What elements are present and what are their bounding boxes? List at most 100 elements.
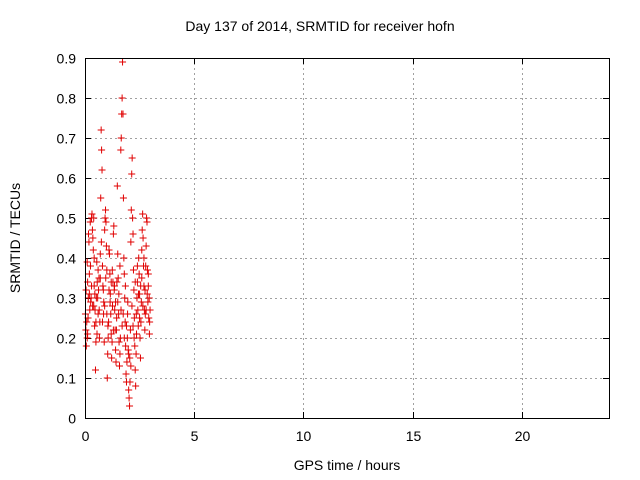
data-point [117,146,125,154]
data-point [119,194,127,202]
data-point [82,286,90,294]
data-point [107,330,115,338]
data-point [100,310,108,318]
data-point [102,206,110,214]
data-point [127,206,135,214]
data-point [138,226,146,234]
data-point [101,302,109,310]
data-point [124,298,132,306]
data-point [112,298,120,306]
y-tick-label: 0.2 [57,331,77,347]
data-point [134,290,142,298]
data-point [97,194,105,202]
data-point [98,262,106,270]
data-point [96,274,104,282]
data-point [112,346,120,354]
data-point [144,282,152,290]
data-point [117,306,125,314]
data-point [136,314,144,322]
data-point [124,310,132,318]
data-point [133,262,141,270]
data-point [90,254,98,262]
data-point [139,234,147,242]
data-point [137,298,145,306]
data-point [101,214,109,222]
data-point [141,326,149,334]
data-point [113,314,121,322]
data-point [141,310,149,318]
data-point [97,126,105,134]
data-point [136,334,144,342]
data-point [139,210,147,218]
data-point [98,166,106,174]
y-tick-label: 0.7 [57,131,77,147]
data-point [89,246,97,254]
data-point [105,286,113,294]
data-point [93,258,101,266]
data-point [119,110,127,118]
x-tick-label: 10 [296,428,312,444]
data-point [122,370,130,378]
y-tick-label: 0.1 [57,371,77,387]
data-point [90,302,98,310]
data-point [101,226,109,234]
y-tick-label: 0.9 [57,51,77,67]
data-point [115,290,123,298]
data-point [105,250,113,258]
data-point [90,214,98,222]
data-point [121,318,129,326]
data-point [121,294,129,302]
data-point [128,154,136,162]
data-point [126,402,134,410]
data-point [120,270,128,278]
data-point [132,382,140,390]
data-point [128,170,136,178]
data-point [104,334,112,342]
data-point [95,306,103,314]
data-point [89,234,97,242]
data-point [141,286,149,294]
y-tick-label: 0.4 [57,251,77,267]
data-point [136,354,144,362]
data-point [126,378,134,386]
chart-title: Day 137 of 2014, SRMTID for receiver hof… [185,18,455,34]
data-point [126,326,134,334]
data-point [116,262,124,270]
data-point [118,94,126,102]
data-point [105,318,113,326]
data-point [92,338,100,346]
x-tick-label: 15 [406,428,422,444]
data-point [91,366,99,374]
data-point [119,58,127,66]
data-point [131,278,139,286]
data-point [103,266,111,274]
data-point [126,354,134,362]
data-point [143,290,151,298]
data-point [86,218,94,226]
data-point [82,342,90,350]
data-point [84,230,92,238]
data-point [100,298,108,306]
data-point [91,322,99,330]
data-point [102,242,110,250]
data-point [95,334,103,342]
data-point [145,330,153,338]
data-point [115,338,123,346]
y-tick-label: 0 [68,411,76,427]
data-point [83,318,91,326]
data-point [98,146,106,154]
data-point [94,294,102,302]
data-point [86,262,94,270]
data-point [120,254,128,262]
data-point [114,274,122,282]
data-point [133,294,141,302]
data-point [104,350,112,358]
data-point [143,266,151,274]
data-point [104,322,112,330]
data-point [138,274,146,282]
data-point [102,218,110,226]
data-point [103,374,111,382]
y-tick-label: 0.5 [57,211,77,227]
data-point [142,306,150,314]
